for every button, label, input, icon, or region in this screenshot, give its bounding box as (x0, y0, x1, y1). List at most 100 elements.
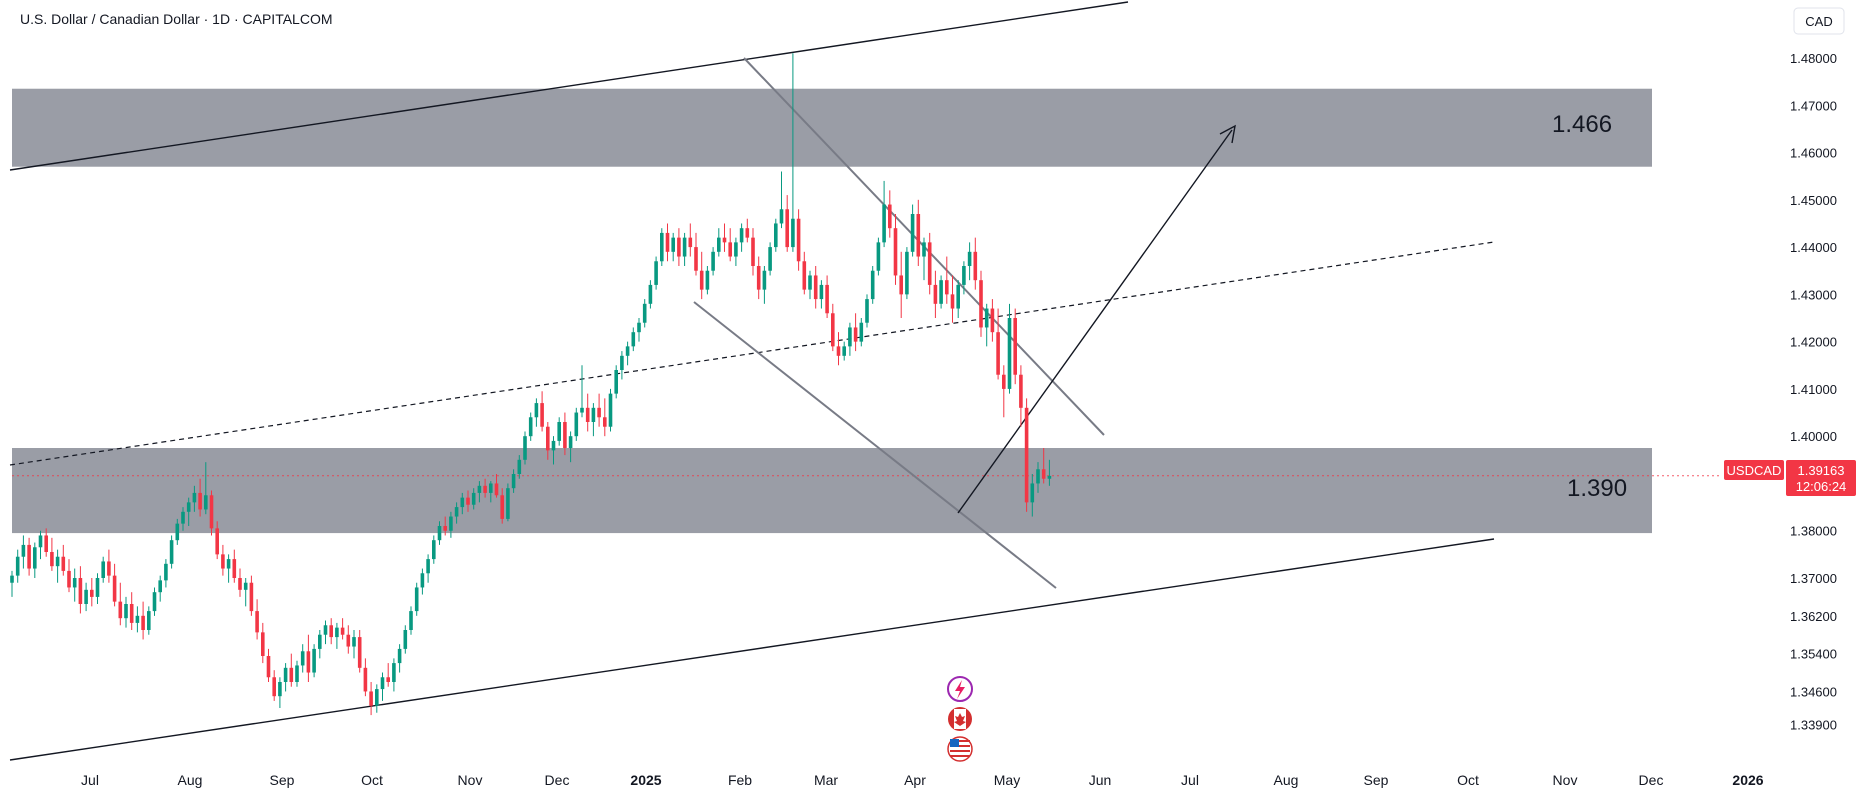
symbol-badge (1724, 460, 1784, 480)
candle-body (38, 535, 43, 548)
x-tick-label: Sep (270, 772, 295, 788)
x-tick-label: Aug (178, 772, 203, 788)
candle-body (1019, 374, 1023, 408)
candle-body (33, 547, 37, 569)
x-tick-label: Oct (1457, 772, 1479, 788)
countdown-label: 12:06:24 (1796, 479, 1847, 494)
candle-body (728, 242, 732, 257)
candle-body (1007, 318, 1012, 389)
zone-label-1: 1.466 (1552, 111, 1612, 138)
candle-body (870, 270, 875, 300)
candle-body (660, 232, 664, 262)
candle-body (414, 587, 419, 612)
candle-body (432, 540, 436, 560)
candle-body (1047, 475, 1052, 479)
candle-body (745, 228, 750, 238)
us-flag-canton (950, 739, 959, 747)
candle-body (226, 559, 231, 569)
candle-body (483, 485, 487, 493)
candle-body (169, 540, 174, 564)
x-tick-label: Nov (1553, 772, 1578, 788)
currency-box (1793, 7, 1845, 35)
candle-body (78, 578, 83, 604)
candle-body (819, 284, 824, 300)
candle-body (950, 294, 955, 309)
x-tick-label: Nov (458, 772, 483, 788)
candle-body (118, 601, 123, 619)
candle-body (916, 214, 921, 257)
candle-body (500, 495, 504, 519)
candle-body (511, 474, 516, 489)
candle-body (893, 228, 898, 276)
candle-body (44, 535, 48, 552)
y-tick-label: 1.42000 (1790, 335, 1837, 350)
candle-body (477, 485, 482, 493)
candle-body (568, 436, 573, 448)
candle-body (939, 280, 943, 304)
candle-body (933, 284, 938, 304)
candle-body (922, 242, 926, 257)
x-tick-label: 2025 (630, 772, 661, 788)
x-tick-label: May (994, 772, 1020, 788)
x-tick-label: Jul (81, 772, 99, 788)
annotations-layer (947, 676, 973, 762)
candle-body (682, 237, 687, 257)
candle-body (375, 689, 379, 706)
candle-body (756, 266, 761, 290)
candle-body (665, 232, 670, 252)
x-tick-label: Jul (1181, 772, 1199, 788)
candle-body (688, 237, 693, 248)
x-tick-label: Jun (1089, 772, 1112, 788)
candle-body (129, 604, 134, 623)
candle-body (198, 492, 202, 510)
candle-body (107, 561, 111, 576)
candle-body (420, 573, 425, 588)
y-tick-label: 1.48000 (1790, 51, 1837, 66)
candle-body (397, 648, 402, 664)
candle-body (711, 251, 715, 271)
candle-body (335, 627, 339, 638)
candle-body (426, 559, 430, 574)
candle-body (61, 556, 66, 571)
candle-body (164, 563, 168, 581)
candle-body (984, 308, 989, 328)
candle-body (848, 327, 852, 347)
candle-body (620, 355, 624, 370)
candle-body (905, 251, 909, 295)
projection-arrow-line (957, 129, 1233, 514)
candle-body (534, 403, 539, 418)
projection-arrow-head (1219, 124, 1236, 144)
candle-body (437, 526, 442, 541)
candle-body (557, 422, 561, 441)
candles-layer (10, 53, 1052, 716)
candle-body (523, 436, 527, 460)
candle-body (979, 280, 983, 328)
candle-body (380, 677, 385, 690)
candle-body (352, 637, 356, 647)
candle-body (540, 403, 544, 427)
candle-body (10, 575, 14, 583)
channel-mid-line (9, 241, 1495, 466)
x-tick-label: Apr (904, 772, 926, 788)
candle-body (67, 570, 71, 588)
candle-body (597, 407, 601, 418)
candle-body (386, 677, 390, 682)
zones-layer: 1.466 1.390 (12, 88, 1652, 534)
candle-body (705, 270, 710, 290)
candle-body (158, 580, 162, 593)
candle-body (614, 370, 618, 394)
candle-body (785, 209, 789, 248)
y-tick-label: 1.46000 (1790, 146, 1837, 161)
chart-title: U.S. Dollar / Canadian Dollar · 1D · CAP… (20, 11, 333, 27)
candle-body (318, 634, 322, 649)
candle-body (21, 544, 26, 557)
candle-body (1041, 469, 1046, 479)
candle-body (859, 322, 864, 342)
y-tick-label: 1.34600 (1790, 684, 1837, 699)
y-tick-label: 1.44000 (1790, 240, 1837, 255)
candle-body (489, 483, 493, 493)
candle-body (84, 589, 88, 604)
candle-body (699, 270, 704, 290)
candle-body (962, 266, 966, 285)
